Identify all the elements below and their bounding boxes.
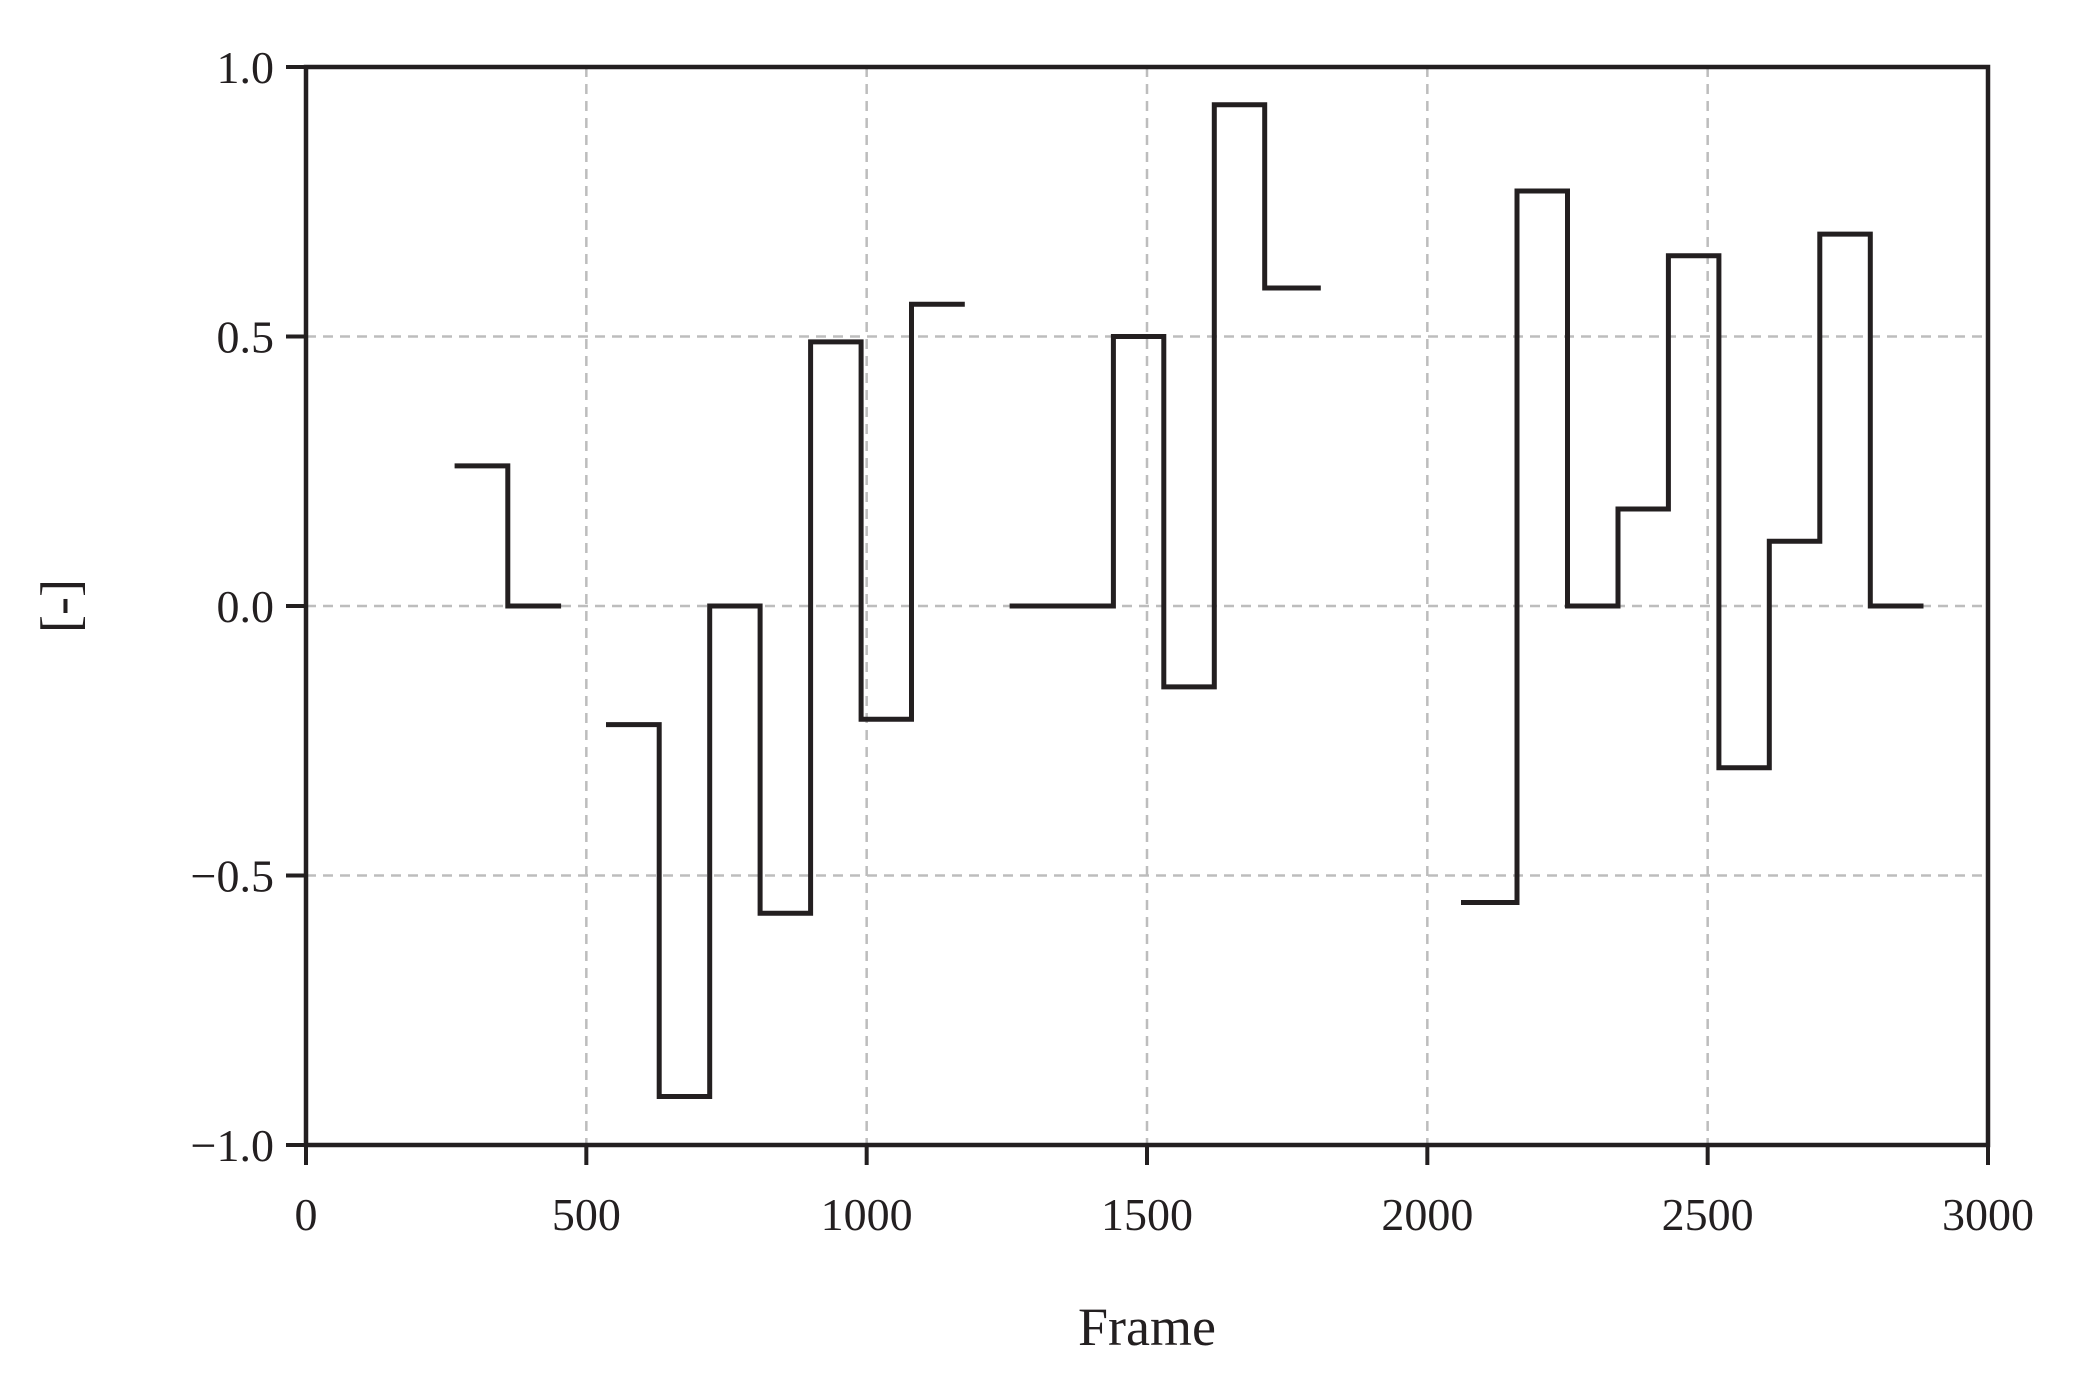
x-axis: 0 500 1000 1500 2000 2500 3000 <box>295 1145 2034 1240</box>
x-tick-label: 1500 <box>1101 1189 1193 1240</box>
y-tick-label: 1.0 <box>217 42 275 93</box>
x-axis-label: Frame <box>1078 1297 1216 1357</box>
x-tick-label: 0 <box>295 1189 318 1240</box>
y-axis-label: [-] <box>30 579 90 633</box>
y-tick-label: −0.5 <box>191 851 274 902</box>
x-tick-label: 500 <box>552 1189 621 1240</box>
x-tick-label: 1000 <box>821 1189 913 1240</box>
series-lines <box>454 102 1924 1099</box>
y-tick-label: 0.0 <box>217 581 275 632</box>
x-tick-label: 2500 <box>1662 1189 1754 1240</box>
y-tick-label: −1.0 <box>191 1120 274 1171</box>
step-series-segment-1 <box>454 463 562 609</box>
x-tick-label: 3000 <box>1942 1189 2034 1240</box>
step-series-segment-4 <box>1461 188 1924 905</box>
step-series-segment-2 <box>606 301 965 1099</box>
y-axis: −1.0 −0.5 0.0 0.5 1.0 <box>191 42 306 1171</box>
y-tick-label: 0.5 <box>217 312 275 363</box>
step-series-segment-3 <box>1009 102 1321 690</box>
x-tick-label: 2000 <box>1381 1189 1473 1240</box>
